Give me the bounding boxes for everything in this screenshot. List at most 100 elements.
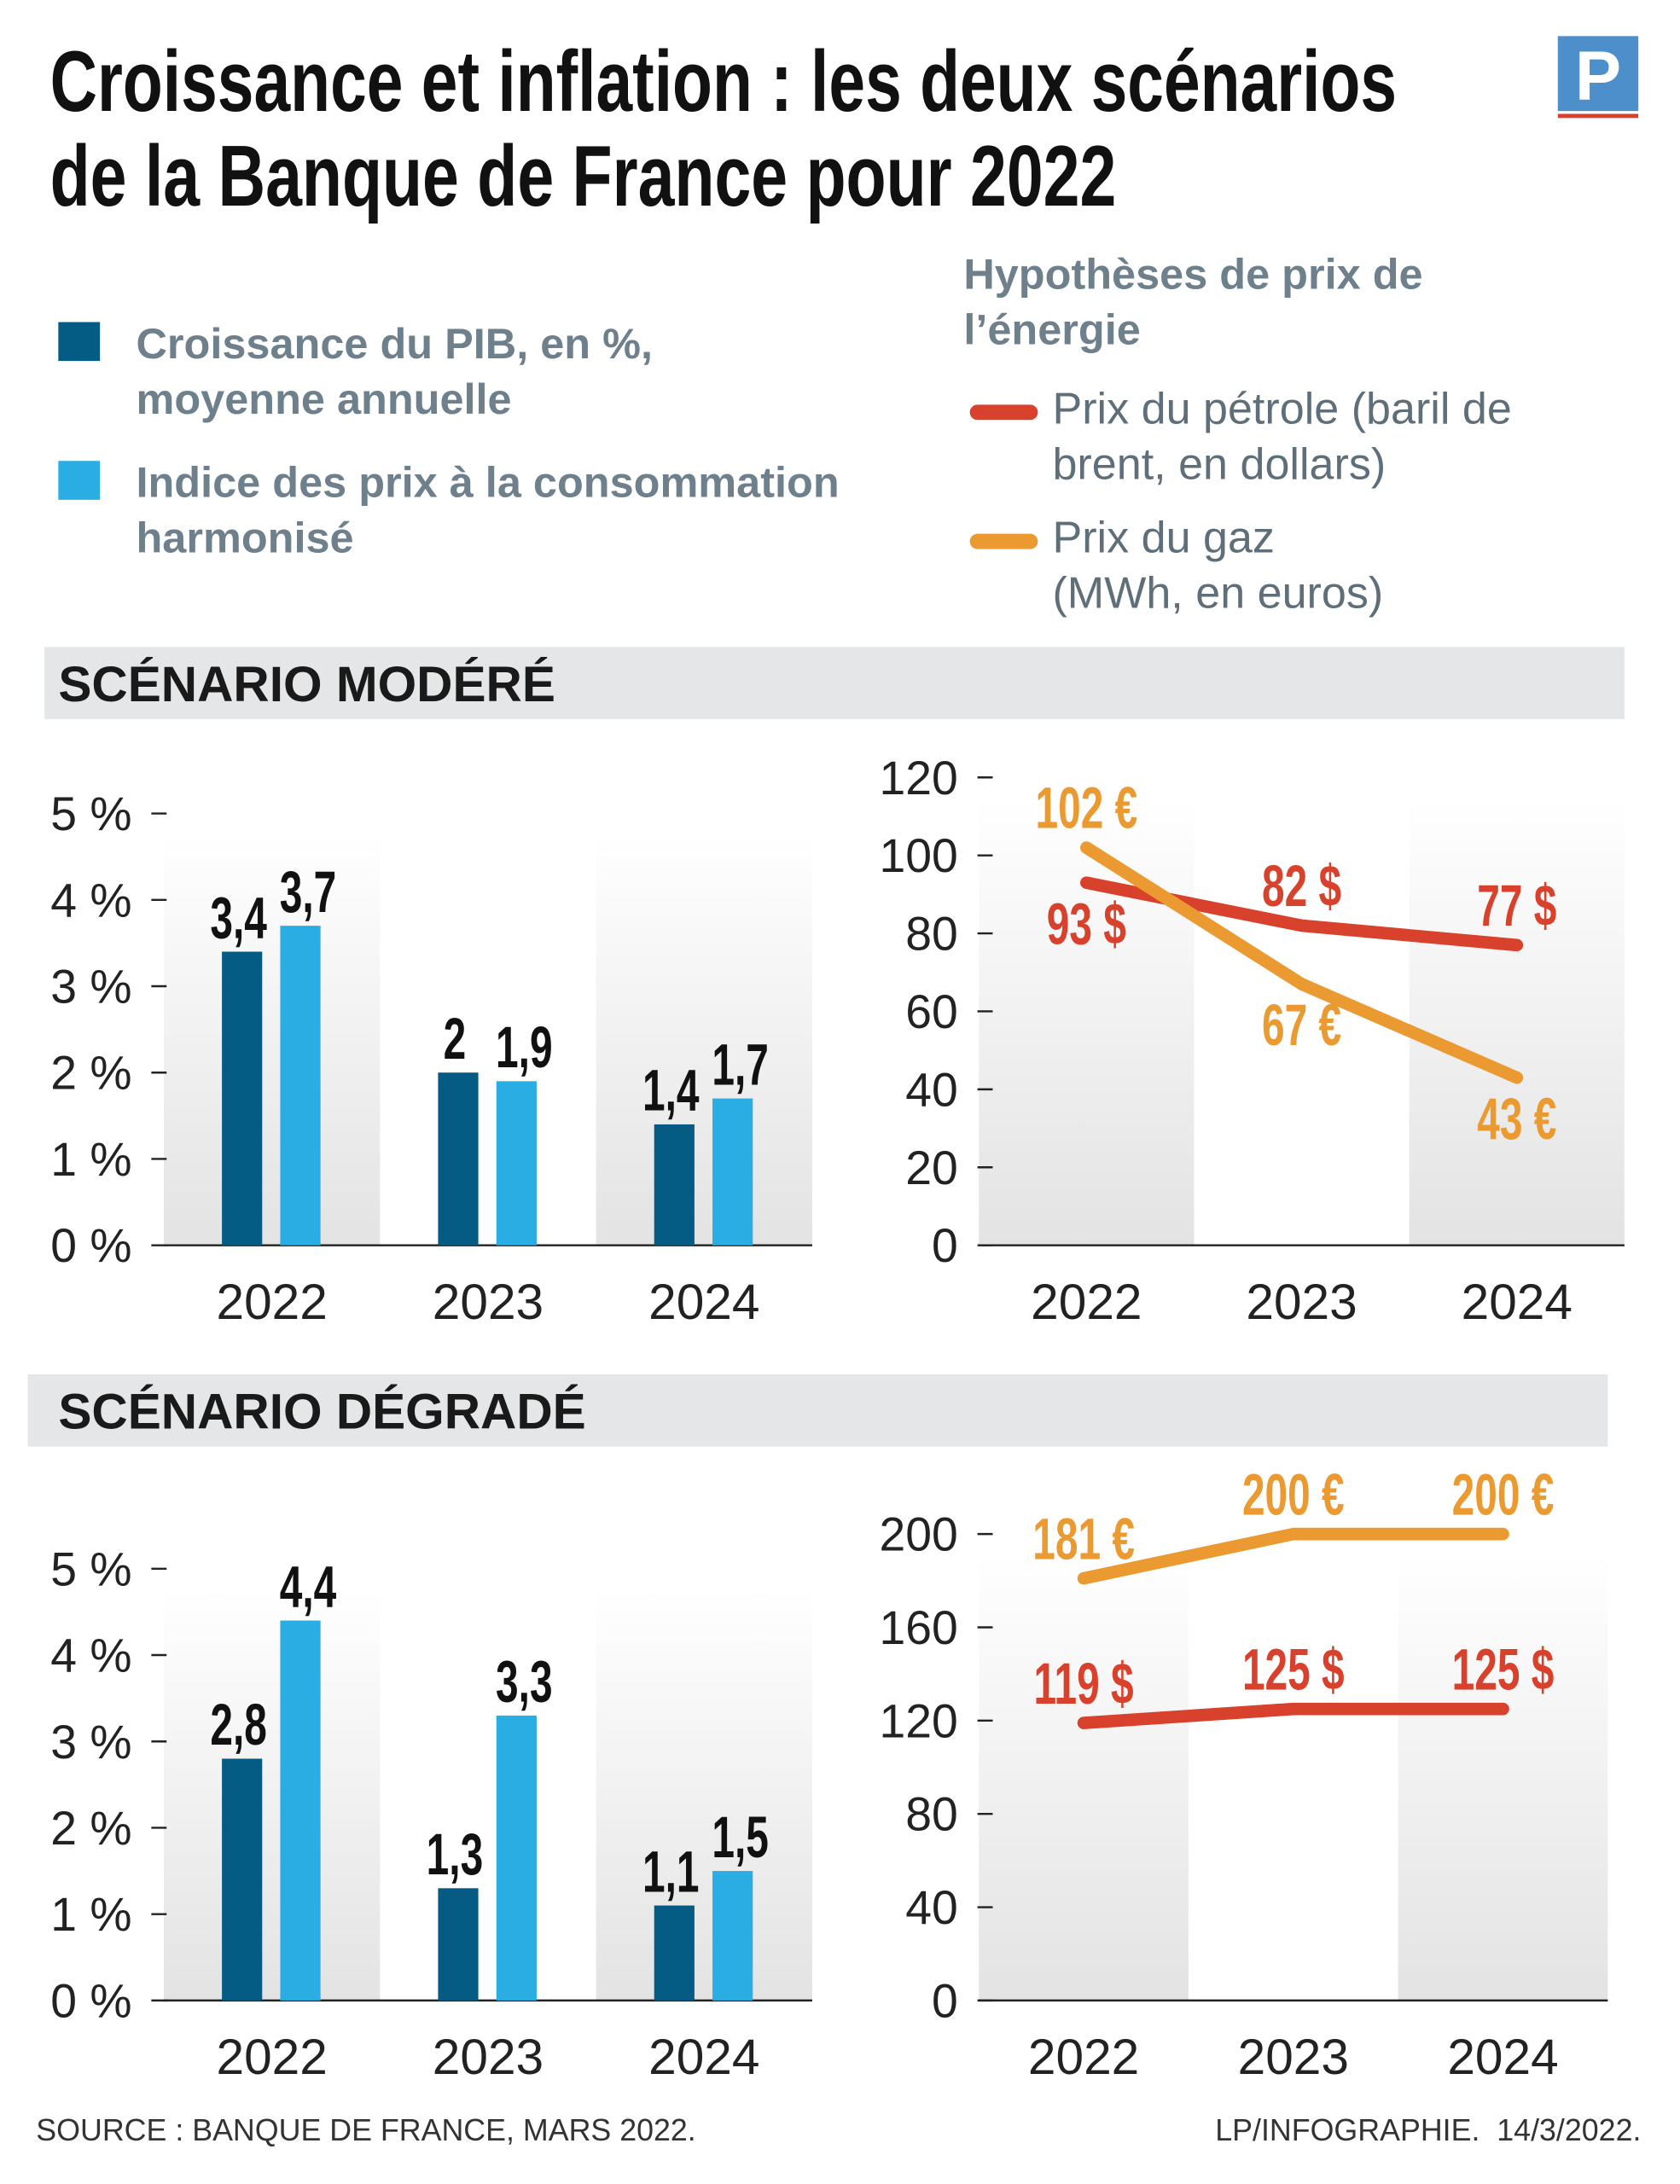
value-label-group: 1,7 [712, 1032, 769, 1097]
column-band [979, 1553, 1189, 2001]
column-band [164, 1588, 381, 2001]
bar [712, 1871, 753, 2001]
value-label: 67 € [1262, 993, 1341, 1058]
x-tick-label: 2023 [433, 2030, 544, 2085]
value-label-group: 93 $ [1047, 892, 1126, 956]
y-tick-label: 2 % [50, 1047, 131, 1100]
y-tick-label: 120 [880, 1694, 958, 1747]
value-label: 200 € [1242, 1462, 1345, 1527]
y-tick-label: 120 [880, 752, 958, 804]
y-tick-label: 20 [905, 1141, 958, 1194]
y-tick-label: 80 [905, 1788, 958, 1841]
y-tick-label: 100 [880, 829, 958, 882]
bar [496, 1081, 537, 1246]
bar [654, 1124, 695, 1246]
x-tick-label: 2023 [433, 1275, 544, 1330]
value-label: 181 € [1032, 1507, 1135, 1571]
y-tick-label: 0 % [50, 1219, 131, 1272]
value-label: 2 [444, 1007, 467, 1072]
value-label-group: 181 € [1032, 1507, 1135, 1571]
value-label: 125 $ [1242, 1637, 1345, 1702]
value-label: 77 $ [1477, 874, 1556, 938]
value-label: 125 $ [1452, 1637, 1555, 1702]
x-tick-label: 2024 [1462, 1275, 1572, 1330]
value-label: 102 € [1035, 775, 1137, 840]
bar [280, 926, 321, 1246]
bar [438, 1072, 479, 1246]
value-label-group: 43 € [1477, 1086, 1556, 1151]
value-label-group: 2 [444, 1007, 467, 1072]
value-label: 4,4 [280, 1554, 337, 1619]
y-tick-label: 60 [905, 985, 958, 1038]
title-line: Croissance et inflation : les deux scéna… [50, 34, 1397, 130]
value-label-group: 119 $ [1034, 1651, 1134, 1716]
x-tick-label: 2022 [217, 2030, 328, 2085]
value-label-group: 3,4 [210, 886, 267, 950]
bar [222, 951, 263, 1246]
logo-rule [1557, 113, 1639, 119]
value-label: 43 € [1477, 1086, 1556, 1151]
value-label: 200 € [1452, 1462, 1555, 1527]
section-title: SCÉNARIO DÉGRADÉ [58, 1383, 585, 1439]
y-tick-label: 1 % [50, 1888, 131, 1941]
column-band [596, 833, 812, 1246]
value-label-group: 77 $ [1477, 874, 1556, 938]
value-label-group: 200 € [1242, 1462, 1345, 1527]
title-line: de la Banque de France pour 2022 [50, 129, 1117, 224]
y-tick-label: 40 [905, 1063, 958, 1116]
value-label-group: 2,8 [210, 1693, 267, 1757]
bar [222, 1758, 263, 2001]
value-label: 1,9 [496, 1015, 553, 1080]
value-label-group: 125 $ [1242, 1637, 1345, 1702]
value-label: 2,8 [210, 1693, 267, 1757]
value-label-group: 1,3 [427, 1822, 484, 1887]
bar [654, 1905, 695, 2001]
value-label-group: 1,1 [642, 1839, 700, 1904]
value-label-group: 1,5 [712, 1804, 769, 1869]
legend-label: Indice des prix à la consommation harmon… [136, 457, 840, 563]
x-tick-label: 2024 [1447, 2030, 1558, 2085]
y-tick-label: 3 % [50, 961, 131, 1014]
column-band [164, 833, 381, 1246]
section-band [44, 647, 1625, 719]
value-label: 3,4 [210, 886, 267, 950]
value-label: 82 $ [1262, 854, 1341, 919]
y-tick-label: 0 [932, 1219, 958, 1272]
y-tick-label: 40 [905, 1881, 958, 1934]
value-label-group: 3,3 [496, 1649, 553, 1714]
y-tick-label: 160 [880, 1601, 958, 1654]
value-label-group: 4,4 [280, 1554, 337, 1619]
column-band [979, 797, 1195, 1246]
legend-title: Hypothèses de prix de l’énergie [963, 249, 1423, 354]
x-tick-label: 2023 [1238, 2030, 1349, 2085]
y-tick-label: 5 % [50, 1542, 131, 1595]
logo: P [1575, 38, 1621, 115]
bar [280, 1620, 321, 2001]
legend-label: Croissance du PIB, en %, moyenne annuell… [136, 319, 653, 424]
value-label: 1,1 [642, 1839, 700, 1904]
value-label: 119 $ [1034, 1651, 1134, 1716]
value-label-group: 125 $ [1452, 1637, 1555, 1702]
x-tick-label: 2022 [1028, 2030, 1139, 2085]
value-label: 1,4 [642, 1058, 700, 1123]
y-tick-label: 1 % [50, 1133, 131, 1186]
y-tick-label: 3 % [50, 1716, 131, 1769]
legend-swatch [58, 461, 101, 500]
x-tick-label: 2024 [648, 1275, 759, 1330]
value-label: 1,5 [712, 1804, 769, 1869]
value-label-group: 102 € [1035, 775, 1137, 840]
value-label-group: 1,4 [642, 1058, 700, 1123]
x-tick-label: 2022 [1031, 1275, 1142, 1330]
source: SOURCE : BANQUE DE FRANCE, MARS 2022. [36, 2113, 695, 2147]
bar [438, 1888, 479, 2001]
value-label: 1,3 [427, 1822, 484, 1887]
line [1077, 1702, 1509, 1729]
logo-box [1557, 36, 1639, 112]
value-label: 1,7 [712, 1032, 769, 1097]
value-label-group: 3,7 [280, 859, 337, 924]
y-tick-label: 4 % [50, 874, 131, 926]
legend-label: Prix du pétrole (baril de brent, en doll… [1052, 383, 1512, 489]
legend-swatch [58, 322, 101, 362]
